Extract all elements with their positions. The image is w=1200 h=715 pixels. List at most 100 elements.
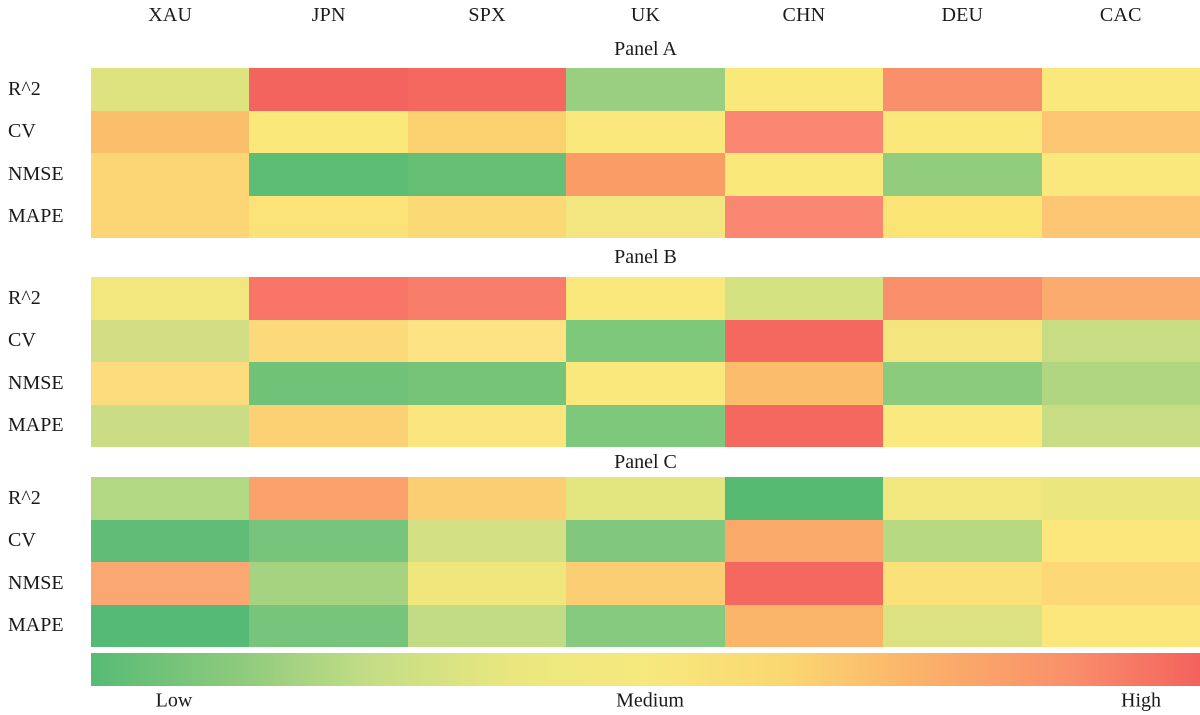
colorbar-label-low: Low [155, 689, 193, 711]
heatmap-cell-c-nmse-uk [566, 562, 725, 605]
heatmap-cell-a-r2-uk [566, 68, 725, 111]
heatmap-cell-c-mape-uk [566, 604, 725, 647]
row-label-r2: R^2 [0, 68, 91, 111]
heatmap-cell-b-nmse-cac [1041, 362, 1200, 405]
heatmap-cell-b-cv-chn [724, 319, 884, 362]
heatmap-cell-b-cv-deu [883, 319, 1042, 362]
heatmap-cell-c-cv-xau [91, 519, 250, 562]
heatmap-cell-c-cv-spx [407, 519, 567, 562]
panel-title-b: Panel B [614, 246, 677, 268]
heatmap-cell-b-nmse-chn [724, 362, 884, 405]
heatmap-cell-c-mape-jpn [249, 604, 408, 647]
heatmap-cell-b-r2-deu [883, 277, 1042, 320]
row-label-mape: MAPE [0, 404, 91, 447]
column-header-spx: SPX [468, 3, 506, 26]
heatmap-cell-a-nmse-xau [91, 153, 250, 196]
heatmap-cell-c-r2-spx [407, 477, 567, 520]
panel-grid-c: R^2 CV NMSE MAPE [0, 477, 1200, 647]
heatmap-cell-a-nmse-cac [1041, 153, 1200, 196]
heatmap-cell-b-r2-xau [91, 277, 250, 320]
heatmap-cell-b-r2-spx [407, 277, 567, 320]
colorbar-label-high: High [1121, 689, 1161, 711]
row-label-cv: CV [0, 319, 91, 362]
heatmap-cell-c-r2-xau [91, 477, 250, 520]
heatmap-cell-a-mape-uk [566, 195, 725, 238]
column-header-xau: XAU [148, 3, 193, 26]
row-label-mape: MAPE [0, 195, 91, 238]
heatmap-cell-a-cv-jpn [249, 110, 408, 153]
heatmap-cell-a-cv-xau [91, 110, 250, 153]
heatmap-cell-b-mape-xau [91, 404, 250, 447]
heatmap-cell-b-r2-jpn [249, 277, 408, 320]
heatmap-cell-a-cv-deu [883, 110, 1042, 153]
heatmap-cell-b-cv-spx [407, 319, 567, 362]
heatmap-cell-b-r2-cac [1041, 277, 1200, 320]
panel-title-c: Panel C [614, 450, 677, 473]
heatmap-cell-b-nmse-xau [91, 362, 250, 405]
heatmap-cell-c-mape-spx [407, 604, 567, 647]
heatmap-cell-b-mape-spx [407, 404, 567, 447]
heatmap-cell-b-cv-cac [1041, 319, 1200, 362]
row-label-cv: CV [0, 110, 91, 153]
row-label-r2: R^2 [0, 477, 91, 520]
heatmap-cell-c-cv-cac [1041, 519, 1200, 562]
heatmap-cell-c-nmse-deu [883, 562, 1042, 605]
heatmap-cell-a-cv-cac [1041, 110, 1200, 153]
column-header-row: XAU JPN SPX UK CHN DEU CAC [0, 0, 1200, 30]
heatmap-cell-c-r2-uk [566, 477, 725, 520]
heatmap-cell-b-r2-chn [724, 277, 884, 320]
row-label-nmse: NMSE [0, 362, 91, 405]
heatmap-cell-b-nmse-spx [407, 362, 567, 405]
heatmap-cell-c-cv-chn [724, 519, 884, 562]
column-header-chn: CHN [782, 3, 826, 26]
heatmap-cell-c-nmse-jpn [249, 562, 408, 605]
column-header-cac: CAC [1099, 3, 1142, 26]
heatmap-cell-c-mape-deu [883, 604, 1042, 647]
heatmap-cell-c-cv-deu [883, 519, 1042, 562]
heatmap-cell-a-mape-spx [407, 195, 567, 238]
row-label-r2: R^2 [0, 277, 91, 320]
row-label-nmse: NMSE [0, 562, 91, 605]
heatmap-cell-a-mape-xau [91, 195, 250, 238]
row-label-cv: CV [0, 519, 91, 562]
heatmap-cell-a-nmse-uk [566, 153, 725, 196]
heatmap-cell-b-r2-uk [566, 277, 725, 320]
heatmap-cell-b-nmse-deu [883, 362, 1042, 405]
panel-title-a: Panel A [614, 37, 677, 60]
heatmap-cell-a-nmse-jpn [249, 153, 408, 196]
heatmap-cell-a-cv-uk [566, 110, 725, 153]
heatmap-cell-b-mape-chn [724, 404, 884, 447]
heatmap-cell-a-r2-jpn [249, 68, 408, 111]
panel-grid-a: R^2 CV NMSE MAPE [0, 68, 1200, 238]
row-label-mape: MAPE [0, 604, 91, 647]
heatmap-cell-c-mape-xau [91, 604, 250, 647]
column-header-uk: UK [630, 3, 661, 26]
heatmap-cell-b-cv-jpn [249, 319, 408, 362]
heatmap-cell-b-mape-cac [1041, 404, 1200, 447]
column-header-deu: DEU [941, 3, 984, 26]
heatmap-cell-a-cv-spx [407, 110, 567, 153]
heatmap-cell-a-cv-chn [724, 110, 884, 153]
heatmap-cell-a-r2-deu [883, 68, 1042, 111]
heatmap-cell-b-nmse-jpn [249, 362, 408, 405]
heatmap-cell-c-cv-uk [566, 519, 725, 562]
heatmap-cell-a-nmse-spx [407, 153, 567, 196]
heatmap-cell-b-cv-uk [566, 319, 725, 362]
panel-grid-b: R^2 CV NMSE MAPE [0, 277, 1200, 447]
heatmap-cell-a-r2-xau [91, 68, 250, 111]
heatmap-cell-c-nmse-spx [407, 562, 567, 605]
heatmap-cell-b-nmse-uk [566, 362, 725, 405]
colorbar-labels-row: Low Medium High [0, 686, 1200, 715]
heatmap-cell-c-cv-jpn [249, 519, 408, 562]
heatmap-cell-c-nmse-chn [724, 562, 884, 605]
colorbar-label-medium: Medium [616, 689, 684, 711]
heatmap-cell-a-mape-chn [724, 195, 884, 238]
heatmap-cell-a-mape-cac [1041, 195, 1200, 238]
heatmap-cell-b-cv-xau [91, 319, 250, 362]
heatmap-cell-a-r2-chn [724, 68, 884, 111]
heatmap-cell-c-nmse-xau [91, 562, 250, 605]
heatmap-cell-a-r2-cac [1041, 68, 1200, 111]
row-label-nmse: NMSE [0, 153, 91, 196]
colorbar-wrap [91, 653, 1200, 686]
colorbar-gradient [91, 653, 1200, 686]
